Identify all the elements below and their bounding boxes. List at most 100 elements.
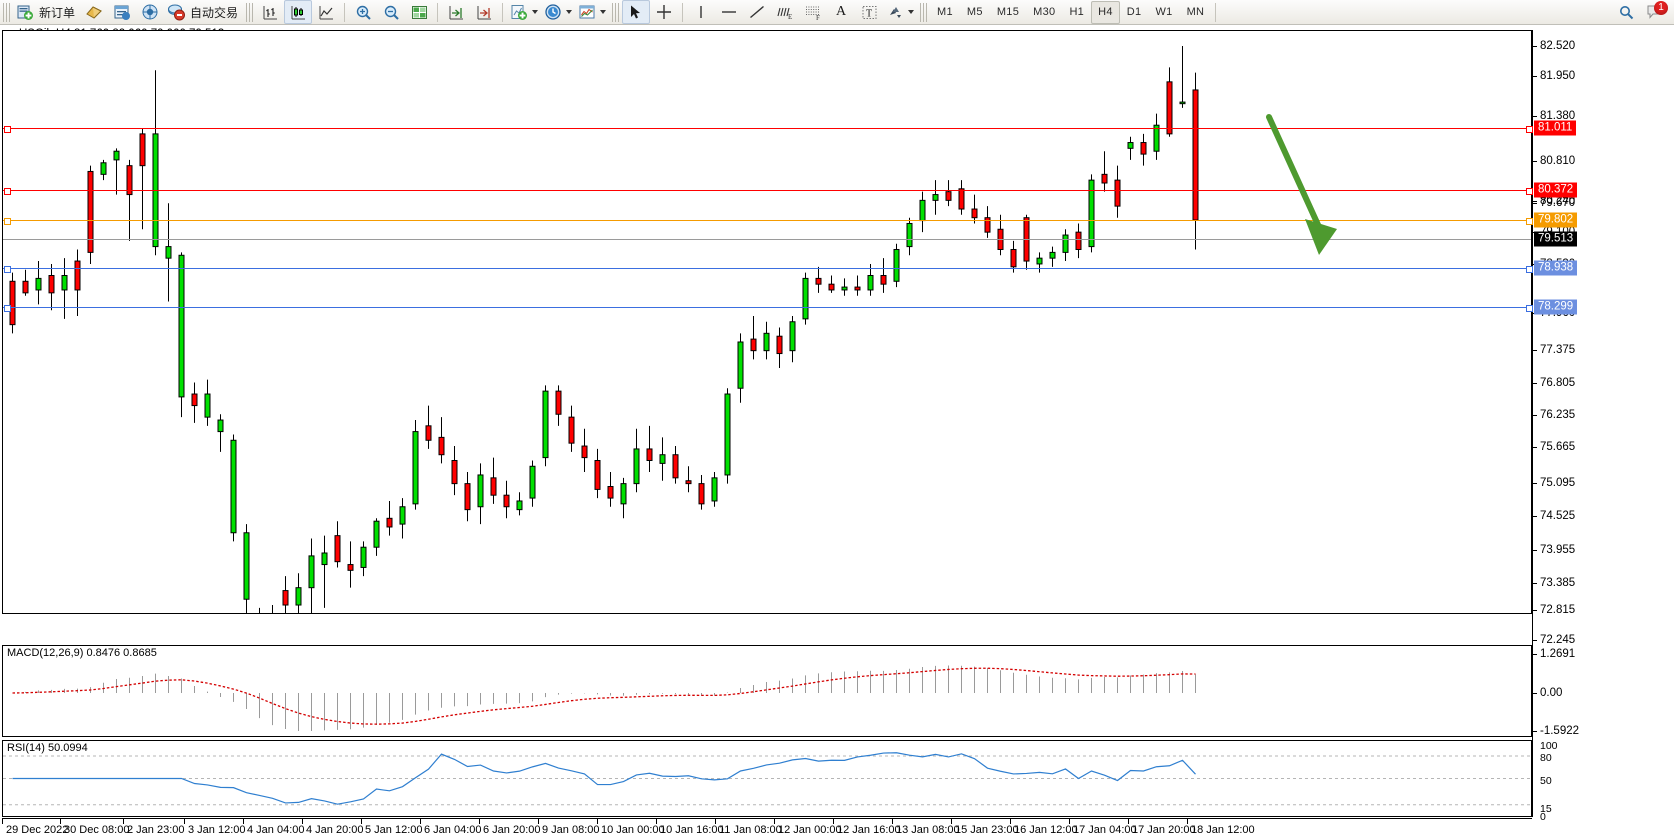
tile-windows-button[interactable] — [405, 0, 433, 24]
price-scale[interactable]: 82.52081.95080.81080.24081.38079.67079.1… — [1532, 30, 1674, 823]
autotrading-button[interactable]: 自动交易 — [164, 0, 243, 24]
price-label-resistance-2[interactable]: 80.372 — [1534, 182, 1578, 198]
zoom-out-button[interactable] — [377, 0, 405, 24]
new-chart-button[interactable] — [507, 0, 541, 24]
price-line-handle-resistance-1[interactable] — [1526, 126, 1533, 133]
text-label-tool-button[interactable]: A — [835, 4, 847, 19]
main-price-pane[interactable] — [2, 30, 1533, 614]
macd-pane[interactable]: MACD(12,26,9) 0.8476 0.8685 — [2, 645, 1532, 737]
horizontal-line-tool-button[interactable] — [715, 0, 743, 24]
line-chart-button[interactable] — [312, 0, 340, 24]
expert-advisors-button[interactable] — [80, 0, 108, 24]
trend-line-tool-button[interactable] — [743, 0, 771, 24]
price-line-support-2[interactable] — [3, 307, 1531, 308]
cursor-tool-button[interactable] — [622, 0, 651, 24]
text-object-tool-button[interactable]: T — [855, 0, 883, 24]
rsi-pane[interactable]: RSI(14) 50.0994 — [2, 740, 1532, 817]
chevron-down-icon-3[interactable] — [600, 10, 607, 14]
timeframe-mn[interactable]: MN — [1186, 6, 1205, 18]
bearish-trend-arrow[interactable] — [1261, 109, 1351, 269]
price-tick — [1532, 610, 1537, 611]
price-line-resistance-1[interactable] — [3, 128, 1531, 129]
toolbar-separator-3 — [502, 2, 504, 22]
timeframe-h1[interactable]: H1 — [1069, 6, 1085, 18]
price-line-handle-support-2[interactable] — [1526, 305, 1533, 312]
price-tick-label: 75.095 — [1540, 477, 1576, 489]
zoom-in-button[interactable] — [349, 0, 377, 24]
fibonacci-tool-button[interactable]: F — [799, 0, 827, 24]
price-tick — [1532, 640, 1537, 641]
time-tick — [361, 818, 362, 824]
timeframe-h4[interactable]: H4 — [1091, 0, 1120, 24]
new-order-button[interactable]: 新订单 — [13, 0, 80, 24]
price-line-support-1[interactable] — [3, 268, 1531, 269]
price-line-handle-left-support-1[interactable] — [4, 266, 11, 273]
chevron-down-icon-2[interactable] — [566, 10, 573, 14]
toolbar-grip-2[interactable] — [246, 2, 254, 22]
price-line-pivot[interactable] — [3, 220, 1531, 221]
timeframe-m30[interactable]: M30 — [1033, 6, 1056, 18]
time-tick-label: 10 Jan 00:00 — [601, 824, 665, 836]
price-tick — [1532, 483, 1537, 484]
autotrading-label: 自动交易 — [190, 5, 239, 20]
time-tick-label: 4 Jan 04:00 — [247, 824, 305, 836]
macd-series — [12, 665, 1196, 731]
rsi-axis-label: 100 — [1540, 740, 1558, 752]
time-axis[interactable]: 29 Dec 2022 30 Dec 08:00 2 Jan 23:00 3 Jan … — [2, 818, 1532, 840]
price-line-handle-left-resistance-2[interactable] — [4, 188, 11, 195]
search-button[interactable] — [1612, 0, 1640, 24]
timeframe-m15[interactable]: M15 — [996, 6, 1020, 18]
templates-button[interactable] — [575, 0, 609, 24]
candlestick-chart-button[interactable] — [284, 0, 313, 24]
shift-end-button[interactable] — [442, 0, 470, 24]
time-tick — [60, 818, 61, 824]
toolbar-grip-4[interactable] — [920, 2, 928, 22]
time-tick — [1128, 818, 1129, 824]
alert-button[interactable]: 1 — [1640, 0, 1668, 24]
timeframe-m5[interactable]: M5 — [966, 6, 983, 18]
price-tick — [1532, 383, 1537, 384]
price-label-support-1[interactable]: 78.938 — [1534, 260, 1578, 276]
price-label-support-2[interactable]: 78.299 — [1534, 299, 1578, 315]
price-line-handle-pivot[interactable] — [1526, 218, 1533, 225]
bar-chart-button[interactable] — [256, 0, 284, 24]
navigator-button[interactable] — [136, 0, 164, 24]
timeframe-m1[interactable]: M1 — [937, 6, 953, 18]
chevron-down-icon[interactable] — [532, 10, 539, 14]
rsi-label: RSI(14) 50.0994 — [7, 742, 88, 754]
toolbar-grip[interactable] — [3, 2, 10, 22]
time-tick-label: 17 Jan 04:00 — [1073, 824, 1137, 836]
price-line-handle-left-resistance-1[interactable] — [4, 126, 11, 133]
price-line-handle-support-1[interactable] — [1526, 266, 1533, 273]
chevron-down-icon-4[interactable] — [908, 10, 915, 14]
price-label-current-price[interactable]: 79.513 — [1534, 231, 1578, 247]
time-axis-line — [2, 818, 1532, 819]
arrows-tool-button[interactable] — [883, 0, 917, 24]
vertical-line-tool-button[interactable] — [687, 0, 715, 24]
price-line-handle-left-support-2[interactable] — [4, 305, 11, 312]
time-tick — [656, 818, 657, 824]
price-tick — [1532, 583, 1537, 584]
price-line-resistance-2[interactable] — [3, 190, 1531, 191]
price-axis-line — [1532, 30, 1533, 817]
price-line-handle-left-pivot[interactable] — [4, 218, 11, 225]
price-tick — [1532, 415, 1537, 416]
toolbar-grip-3[interactable] — [612, 2, 620, 22]
auto-scroll-button[interactable] — [470, 0, 498, 24]
crosshair-tool-button[interactable] — [650, 0, 678, 24]
price-tick-label: 77.375 — [1540, 344, 1576, 356]
time-tick — [123, 818, 124, 824]
time-tick-label: 30 Dec 08:00 — [64, 824, 130, 836]
price-label-resistance-1[interactable]: 81.011 — [1534, 120, 1577, 136]
price-label-pivot[interactable]: 79.802 — [1534, 212, 1578, 228]
price-tick-label: 79.670 — [1540, 197, 1576, 209]
price-line-current-price[interactable] — [3, 239, 1531, 240]
data-window-button[interactable] — [108, 0, 136, 24]
timeframe-w1[interactable]: W1 — [1155, 6, 1173, 18]
timeframe-d1[interactable]: D1 — [1126, 6, 1142, 18]
elliott-wave-tool-button[interactable]: E — [771, 0, 799, 24]
period-button[interactable] — [541, 0, 575, 24]
macd-axis-label: 1.2691 — [1540, 648, 1576, 660]
macd-label: MACD(12,26,9) 0.8476 0.8685 — [7, 647, 157, 659]
price-line-handle-resistance-2[interactable] — [1526, 188, 1533, 195]
